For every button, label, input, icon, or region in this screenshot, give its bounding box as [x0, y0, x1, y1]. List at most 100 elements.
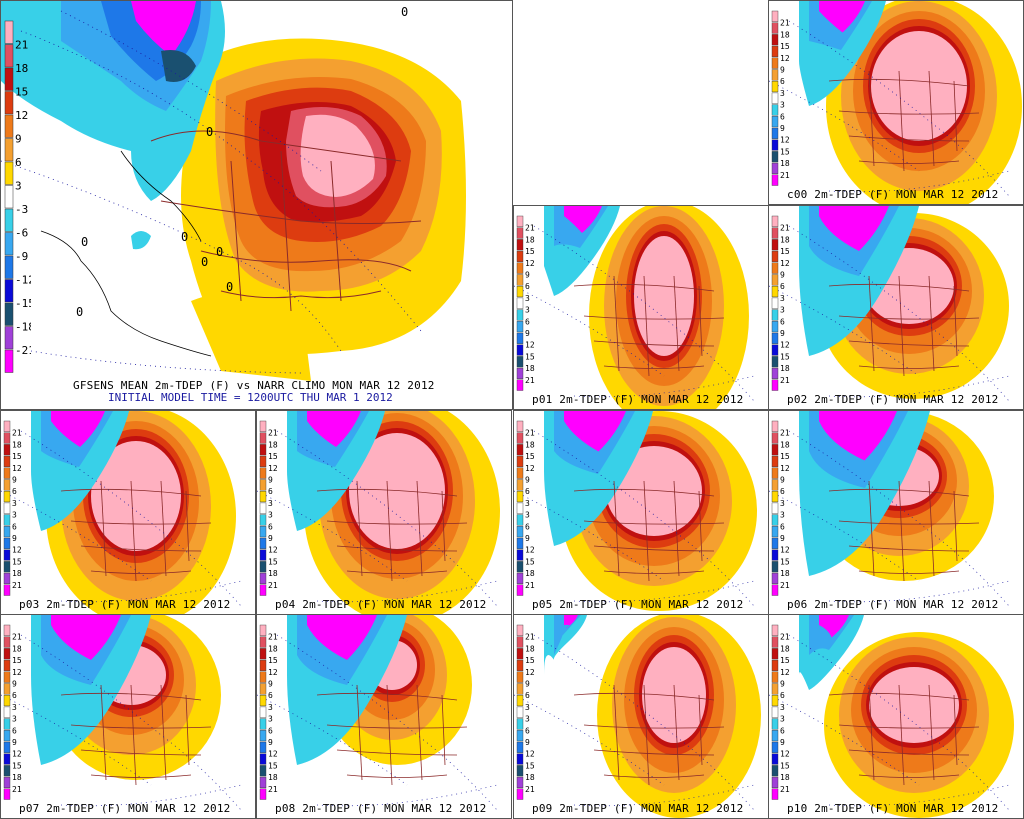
legend-label: 15 — [780, 147, 790, 156]
legend-label: 15 — [780, 557, 790, 566]
legend-label: 15 — [780, 452, 790, 461]
legend-swatch — [771, 467, 779, 479]
legend-swatch — [771, 549, 779, 561]
legend-label: 9 — [780, 534, 785, 543]
svg-text:0: 0 — [216, 245, 223, 259]
legend-swatch — [771, 162, 779, 175]
main-map-panel: 000 000 00 21181512963-3-6-9-12-15-18-21… — [0, 0, 513, 410]
legend-swatch — [771, 22, 779, 34]
legend-swatch — [259, 467, 267, 479]
legend-label: 18 — [525, 773, 535, 782]
legend-swatch — [4, 161, 14, 185]
legend-swatch — [4, 20, 14, 44]
legend-label: 6 — [780, 726, 785, 735]
legend-label: 18 — [780, 159, 790, 168]
legend-label: 6 — [780, 522, 785, 531]
legend-swatch — [4, 44, 14, 68]
legend-swatch — [3, 490, 11, 503]
legend-label: 18 — [780, 30, 790, 39]
legend-label: 6 — [12, 726, 17, 735]
legend-swatch — [259, 706, 267, 718]
legend-label: 18 — [525, 440, 535, 449]
legend-swatch — [259, 502, 267, 514]
ensemble-panel-p03: 21 18 15 12 9 6 3 3 6 9 12 15 18 21 p03 2m-TDEP (F) MO… — [0, 410, 256, 615]
legend-swatch — [771, 671, 779, 683]
legend-label: 3 — [268, 703, 273, 712]
panel-caption: p10 2m-TDEP (F) MON MAR 12 2012 — [787, 802, 999, 815]
legend-swatch — [259, 636, 267, 648]
legend-swatch — [516, 683, 524, 695]
main-title: GFSENS MEAN 2m-TDEP (F) vs NARR CLIMO MO… — [73, 379, 435, 392]
legend-swatch — [3, 776, 11, 789]
legend-label: 12 — [780, 546, 790, 555]
legend-label: 18 — [780, 235, 790, 244]
legend-swatch — [516, 455, 524, 467]
legend-swatch — [516, 467, 524, 479]
legend-swatch — [516, 526, 524, 538]
legend-label: 21 — [525, 633, 535, 642]
legend-swatch — [3, 765, 11, 777]
legend-label: 15 — [12, 656, 22, 665]
legend-swatch — [771, 537, 779, 549]
legend-label: 18 — [12, 644, 22, 653]
panel-caption: p04 2m-TDEP (F) MON MAR 12 2012 — [275, 598, 487, 611]
legend-label: 12 — [780, 341, 790, 350]
legend-swatch — [4, 326, 14, 350]
legend-label: 18 — [780, 364, 790, 373]
legend-label: 3 — [12, 499, 17, 508]
legend-label: 15 — [525, 656, 535, 665]
legend-label: 12 — [780, 464, 790, 473]
legend-swatch — [516, 309, 524, 321]
legend-label: 9 — [12, 476, 17, 485]
legend-swatch — [771, 92, 779, 104]
legend-swatch — [3, 420, 11, 432]
legend-label: 15 — [268, 761, 278, 770]
legend-label: 6 — [780, 317, 785, 326]
legend-swatch — [3, 741, 11, 753]
legend-swatch — [771, 367, 779, 380]
legend-label: 6 — [525, 691, 530, 700]
legend-swatch — [771, 45, 779, 57]
legend-label: 18 — [12, 569, 22, 578]
legend-swatch — [771, 753, 779, 765]
legend-swatch — [516, 648, 524, 660]
legend-swatch — [516, 537, 524, 549]
legend-swatch — [516, 694, 524, 707]
legend-label: 3 — [780, 511, 785, 520]
legend-swatch — [259, 514, 267, 526]
legend-label: 9 — [268, 738, 273, 747]
legend-swatch — [259, 432, 267, 444]
legend-swatch — [771, 444, 779, 456]
legend-label: 12 — [525, 259, 535, 268]
legend-label: 9 — [525, 329, 530, 338]
legend-swatch — [771, 741, 779, 753]
legend-swatch — [3, 502, 11, 514]
legend-label: 6 — [12, 522, 17, 531]
legend-label: 21 — [12, 581, 22, 590]
legend-swatch — [516, 549, 524, 561]
legend-swatch — [259, 683, 267, 695]
legend-label: 6 — [268, 487, 273, 496]
legend-label: 15 — [525, 452, 535, 461]
svg-text:0: 0 — [181, 230, 188, 244]
legend-label: 18 — [525, 569, 535, 578]
legend-label: 6 — [15, 156, 22, 169]
legend-swatch — [3, 706, 11, 718]
legend-swatch — [771, 514, 779, 526]
panel-caption: p06 2m-TDEP (F) MON MAR 12 2012 — [787, 598, 999, 611]
legend-label: 6 — [780, 77, 785, 86]
legend-label: 15 — [525, 557, 535, 566]
legend-swatch — [516, 420, 524, 432]
panel-caption: c00 2m-TDEP (F) MON MAR 12 2012 — [787, 188, 999, 201]
legend-swatch — [516, 584, 524, 596]
legend-swatch — [259, 549, 267, 561]
ensemble-panel-c00: 21 18 15 12 9 6 3 3 6 9 12 15 18 21 c00 2m-TDEP (F) MO… — [768, 0, 1024, 205]
legend-swatch — [516, 753, 524, 765]
legend-swatch — [3, 537, 11, 549]
legend-swatch — [771, 127, 779, 139]
legend-label: 21 — [780, 633, 790, 642]
legend-swatch — [4, 349, 14, 373]
ensemble-panel-p09: 21 18 15 12 9 6 3 3 6 9 12 15 18 21 p09 2m-TDEP (F) MO… — [513, 614, 769, 819]
legend-label: 3 — [15, 180, 22, 193]
legend-swatch — [4, 185, 14, 209]
